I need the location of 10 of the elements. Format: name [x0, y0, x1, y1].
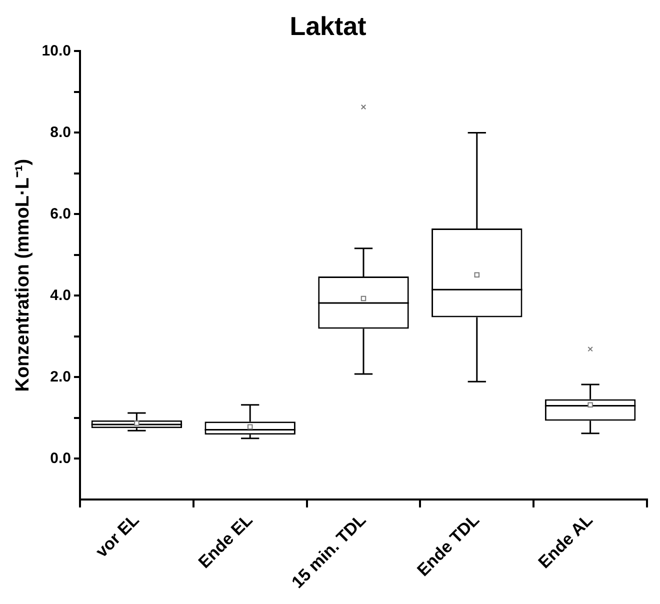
y-tick-label: 0.0: [50, 450, 71, 467]
y-tick-label: 8.0: [50, 124, 71, 141]
y-tick-label: 10.0: [42, 42, 71, 60]
x-tick-label: vor EL: [92, 510, 143, 562]
y-tick-label: 2.0: [50, 368, 71, 386]
y-tick-label: 6.0: [50, 205, 71, 222]
x-tick-label: 15 min. TDL: [288, 510, 370, 592]
chart-title: Laktat: [290, 10, 367, 41]
y-axis-title: Konzentration (mmoL·L⁻¹): [12, 158, 34, 392]
y-tick-label: 4.0: [50, 286, 71, 304]
